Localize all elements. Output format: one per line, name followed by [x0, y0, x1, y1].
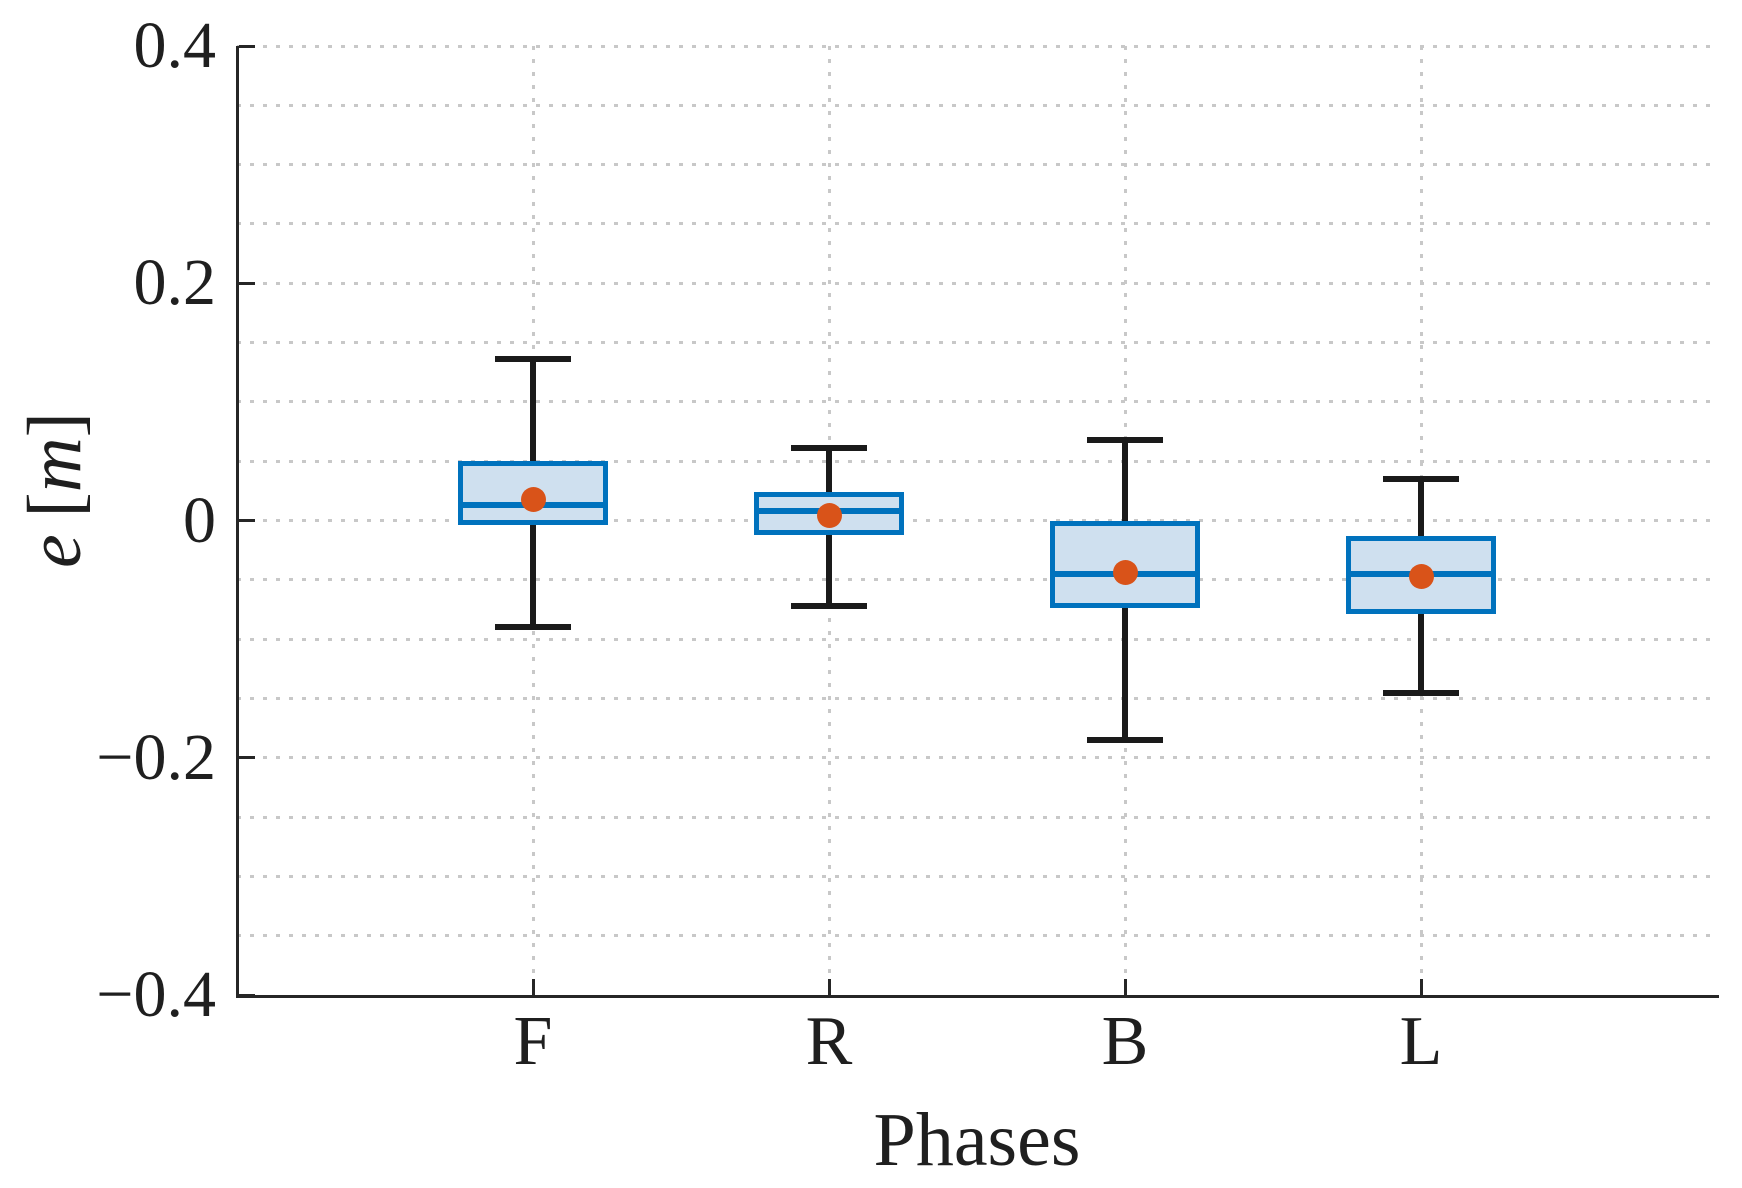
horizontal-gridline — [237, 103, 1717, 107]
y-axis-spine — [236, 46, 239, 998]
y-tick-label-0: 0 — [183, 483, 216, 557]
y-tick — [239, 756, 255, 760]
y-tick — [239, 281, 255, 285]
mean-marker-F — [520, 486, 546, 512]
mean-marker-B — [1112, 560, 1138, 586]
horizontal-gridline — [237, 400, 1717, 404]
y-tick-label-0.4: 0.4 — [133, 9, 217, 82]
x-tick-R — [827, 979, 831, 995]
whisker-cap-top-B — [1087, 436, 1163, 443]
mean-marker-L — [1408, 563, 1434, 589]
whisker-cap-bottom-R — [791, 602, 867, 609]
y-axis-label-variable: e — [13, 534, 97, 568]
y-tick — [239, 519, 255, 522]
y-tick-label-0.2: 0.2 — [133, 246, 217, 320]
x-tick-label-F: F — [513, 1003, 553, 1080]
y-axis-label-unit: m — [13, 437, 97, 493]
mean-marker-R — [816, 503, 842, 529]
horizontal-gridline — [237, 874, 1717, 878]
x-axis-label: Phases — [873, 1098, 1081, 1182]
whisker-cap-bottom-L — [1383, 689, 1459, 696]
y-axis-label-close-bracket: ] — [13, 412, 97, 438]
horizontal-gridline — [237, 459, 1717, 463]
horizontal-gridline — [237, 163, 1717, 167]
whisker-cap-bottom-F — [495, 624, 571, 631]
x-axis-spine — [236, 995, 1719, 998]
whisker-cap-top-R — [791, 445, 867, 452]
y-tick — [239, 993, 255, 997]
y-tick — [239, 44, 255, 48]
whisker-cap-bottom-B — [1087, 736, 1163, 743]
horizontal-gridline — [237, 341, 1717, 345]
whisker-cap-top-L — [1383, 475, 1459, 482]
horizontal-gridline — [237, 934, 1717, 938]
y-tick-label-−0.4: −0.4 — [96, 958, 216, 1031]
x-tick-B — [1123, 979, 1127, 995]
horizontal-gridline — [237, 281, 1717, 285]
horizontal-gridline — [237, 696, 1717, 700]
y-axis-label: e [m] — [13, 412, 97, 568]
horizontal-gridline — [237, 222, 1717, 226]
y-tick-label-−0.2: −0.2 — [96, 720, 216, 794]
x-tick-label-B: B — [1101, 1003, 1149, 1080]
x-tick-label-R: R — [805, 1003, 853, 1080]
whisker-cap-top-F — [495, 356, 571, 363]
horizontal-gridline — [237, 44, 1717, 48]
horizontal-gridline — [237, 637, 1717, 641]
y-axis-label-open-bracket: [ — [13, 492, 97, 518]
horizontal-gridline — [237, 578, 1717, 582]
x-tick-label-L: L — [1399, 1003, 1443, 1080]
x-tick-F — [531, 979, 535, 995]
horizontal-gridline — [237, 756, 1717, 760]
horizontal-gridline — [237, 519, 1717, 522]
horizontal-gridline — [237, 815, 1717, 819]
x-tick-L — [1419, 979, 1423, 995]
